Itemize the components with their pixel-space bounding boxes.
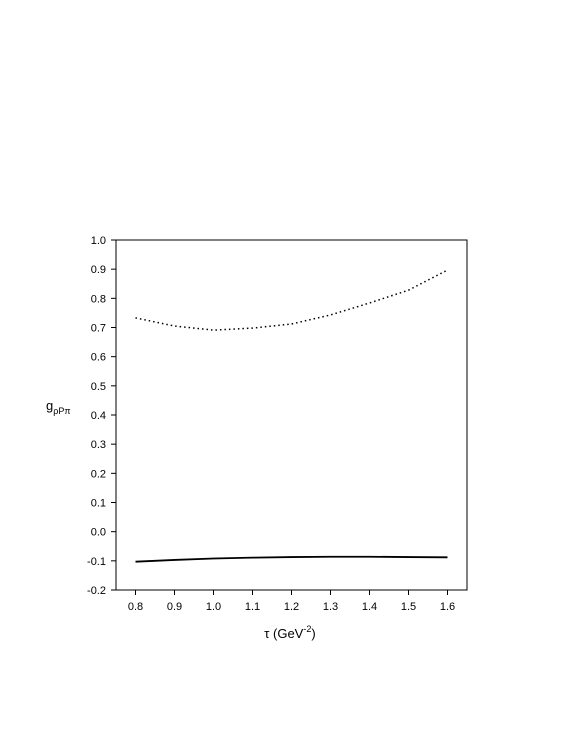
y-tick-label: 0.3 (91, 439, 106, 451)
y-tick-label: -0.2 (87, 585, 106, 597)
series-line (135, 555, 448, 563)
y-tick-label: 1.0 (91, 235, 106, 247)
x-tick-label: 1.2 (284, 601, 299, 613)
x-tick-label: 0.8 (128, 601, 143, 613)
y-tick-label: 0.6 (91, 352, 106, 364)
y-tick-label: 0.5 (91, 381, 106, 393)
y-tick-label: 0.0 (91, 527, 106, 539)
y-tick-label: 0.1 (91, 498, 106, 510)
y-tick-label: 0.9 (91, 264, 106, 276)
x-axis-label: τ (GeV-2) (264, 624, 315, 641)
x-tick-label: 1.0 (206, 601, 221, 613)
series-line (135, 269, 448, 331)
y-tick-label: 0.7 (91, 323, 106, 335)
x-tick-label: 0.9 (167, 601, 182, 613)
plot-frame (115, 239, 468, 591)
y-axis-label: gρPπ (46, 398, 71, 416)
x-label-end: ) (311, 626, 315, 641)
y-tick-label: 0.8 (91, 293, 106, 305)
y-tick-label: 0.4 (91, 410, 106, 422)
x-label-main: τ (GeV (264, 626, 303, 641)
y-label-sub: ρPπ (53, 406, 70, 416)
y-tick-label: -0.1 (87, 556, 106, 568)
y-label-base: g (46, 398, 53, 413)
x-label-sup: -2 (303, 624, 311, 634)
y-tick-label: 0.2 (91, 468, 106, 480)
x-tick-label: 1.4 (362, 601, 377, 613)
x-tick-label: 1.1 (245, 601, 260, 613)
x-tick-label: 1.5 (401, 601, 416, 613)
x-tick-label: 1.6 (440, 601, 455, 613)
x-tick-label: 1.3 (323, 601, 338, 613)
